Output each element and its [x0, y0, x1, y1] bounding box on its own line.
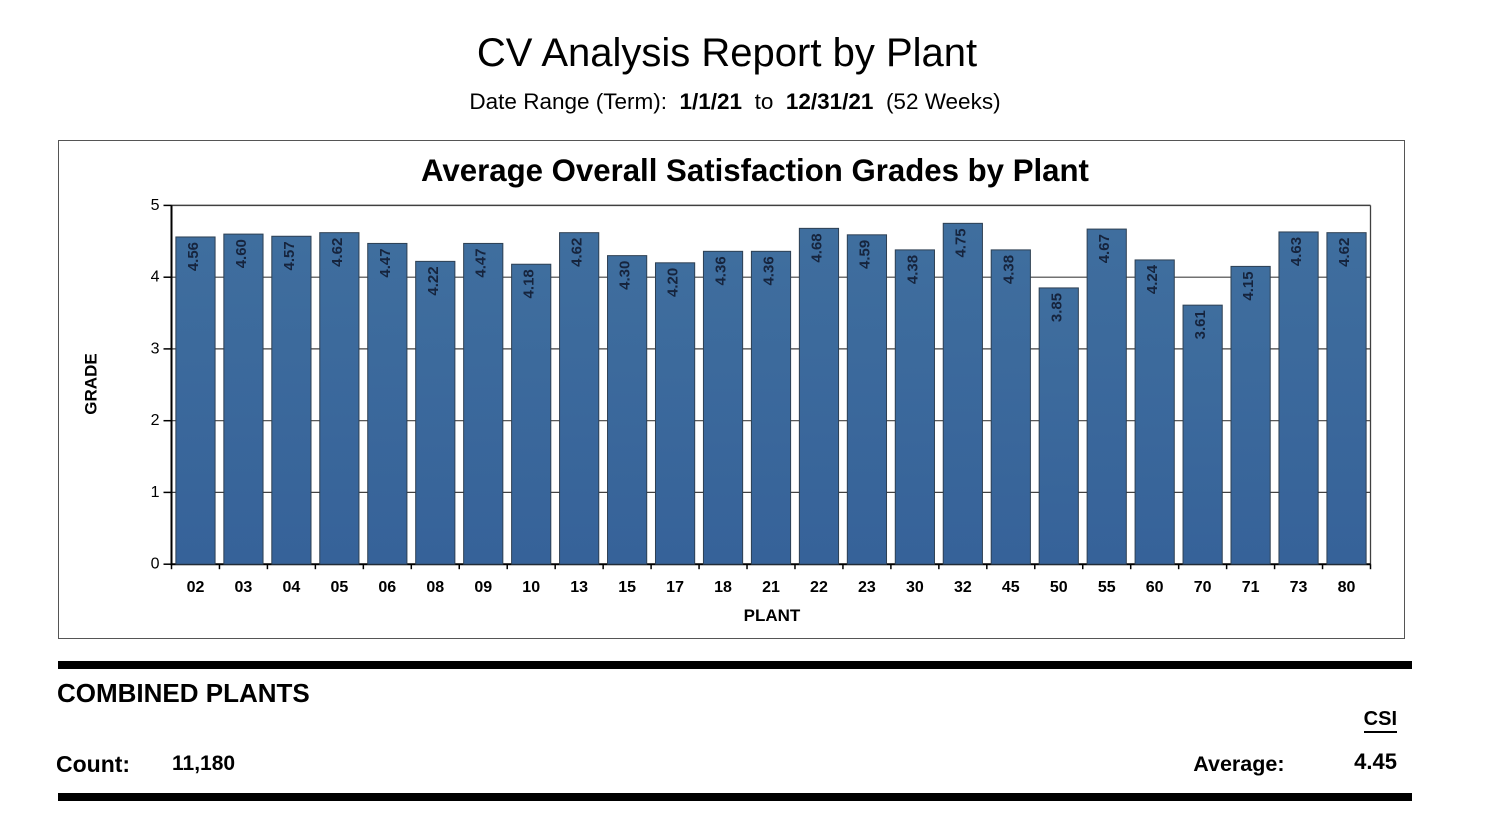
svg-text:3: 3 — [151, 340, 160, 357]
svg-text:Average Overall Satisfaction G: Average Overall Satisfaction Grades by P… — [421, 153, 1089, 188]
svg-text:4.62: 4.62 — [1336, 238, 1353, 267]
svg-text:4.36: 4.36 — [761, 256, 778, 285]
svg-text:06: 06 — [378, 579, 396, 596]
svg-text:4.38: 4.38 — [1000, 255, 1017, 284]
svg-text:PLANT: PLANT — [744, 606, 801, 625]
svg-text:09: 09 — [474, 579, 492, 596]
svg-text:4.62: 4.62 — [569, 238, 586, 267]
svg-text:4.68: 4.68 — [808, 233, 825, 262]
svg-text:4.47: 4.47 — [473, 248, 490, 277]
svg-text:03: 03 — [235, 579, 253, 596]
svg-text:80: 80 — [1338, 579, 1356, 596]
svg-text:32: 32 — [954, 579, 972, 596]
svg-text:21: 21 — [762, 579, 780, 596]
svg-text:GRADE: GRADE — [81, 353, 100, 414]
svg-text:4.57: 4.57 — [281, 241, 298, 270]
svg-text:4.15: 4.15 — [1240, 271, 1257, 300]
svg-text:4.38: 4.38 — [904, 255, 921, 284]
svg-text:30: 30 — [906, 579, 924, 596]
svg-text:05: 05 — [330, 579, 348, 596]
svg-text:02: 02 — [187, 579, 205, 596]
svg-text:4.56: 4.56 — [185, 242, 202, 271]
svg-text:50: 50 — [1050, 579, 1068, 596]
svg-text:73: 73 — [1290, 579, 1308, 596]
svg-text:3.61: 3.61 — [1192, 310, 1209, 339]
svg-text:4.24: 4.24 — [1144, 264, 1161, 294]
svg-text:45: 45 — [1002, 579, 1020, 596]
svg-text:5: 5 — [151, 197, 160, 214]
svg-text:55: 55 — [1098, 579, 1116, 596]
svg-text:4.36: 4.36 — [713, 256, 730, 285]
svg-text:4.59: 4.59 — [856, 240, 873, 269]
svg-text:70: 70 — [1194, 579, 1212, 596]
svg-text:4.60: 4.60 — [233, 239, 250, 268]
svg-text:4.22: 4.22 — [425, 266, 442, 295]
svg-text:4.47: 4.47 — [377, 248, 394, 277]
svg-text:4.20: 4.20 — [665, 268, 682, 297]
svg-text:13: 13 — [570, 579, 588, 596]
svg-text:2: 2 — [151, 412, 160, 429]
svg-text:4.63: 4.63 — [1288, 237, 1305, 266]
svg-text:23: 23 — [858, 579, 876, 596]
svg-text:1: 1 — [151, 484, 160, 501]
svg-text:4.62: 4.62 — [329, 238, 346, 267]
svg-text:10: 10 — [522, 579, 540, 596]
svg-text:4.18: 4.18 — [521, 269, 538, 298]
svg-text:0: 0 — [151, 556, 160, 573]
svg-text:17: 17 — [666, 579, 684, 596]
svg-text:15: 15 — [618, 579, 636, 596]
svg-text:4.30: 4.30 — [617, 261, 634, 290]
svg-text:08: 08 — [426, 579, 444, 596]
svg-text:18: 18 — [714, 579, 732, 596]
svg-text:22: 22 — [810, 579, 828, 596]
svg-text:4.75: 4.75 — [952, 228, 969, 257]
svg-text:3.85: 3.85 — [1048, 293, 1065, 322]
svg-text:4: 4 — [151, 269, 160, 286]
svg-text:4.67: 4.67 — [1096, 234, 1113, 263]
svg-text:60: 60 — [1146, 579, 1164, 596]
svg-text:71: 71 — [1242, 579, 1260, 596]
svg-text:04: 04 — [283, 579, 301, 596]
